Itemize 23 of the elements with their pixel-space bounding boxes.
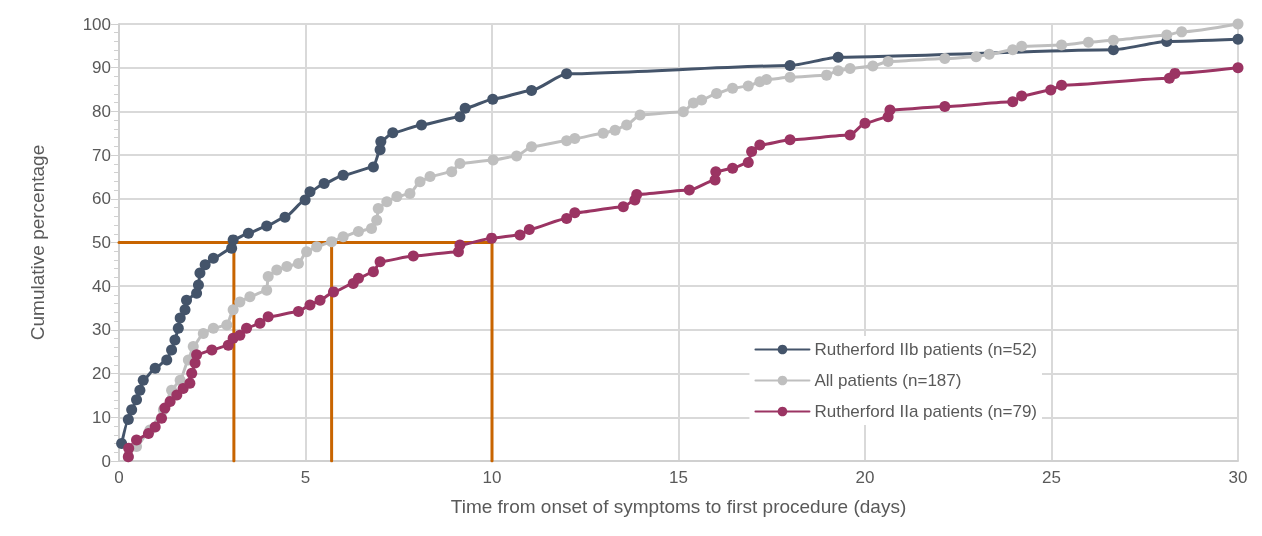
x-tick-label: 0: [114, 468, 124, 487]
y-tick-label: 90: [92, 58, 111, 78]
x-tick-label: 15: [669, 468, 688, 487]
legend-label: Rutherford IIb patients (n=52): [814, 340, 1037, 359]
y-tick-label: 60: [92, 189, 111, 209]
y-tick-label: 80: [92, 101, 111, 121]
y-tick-label: 0: [101, 451, 111, 471]
y-tick-label: 20: [92, 364, 111, 384]
x-tick-label: 20: [855, 468, 875, 487]
y-tick-label: 50: [92, 233, 111, 252]
y-tick-label: 10: [92, 407, 111, 427]
y-tick-label: 70: [92, 145, 111, 165]
x-axis-title: Time from onset of symptoms to first procedure (days): [450, 496, 907, 517]
y-tick-label: 100: [82, 14, 111, 34]
y-tick-label: 40: [92, 276, 111, 296]
legend-label: All patients (n=187): [814, 371, 962, 390]
x-tick-label: 25: [1042, 468, 1061, 487]
x-tick-label: 30: [1228, 468, 1248, 487]
x-tick-label: 10: [482, 468, 502, 487]
legend-label: Rutherford IIa patients (n=79): [814, 402, 1037, 421]
y-tick-label: 30: [92, 320, 111, 340]
x-tick-label: 5: [300, 468, 311, 487]
y-axis-title: Cumulative percentage: [27, 144, 48, 341]
